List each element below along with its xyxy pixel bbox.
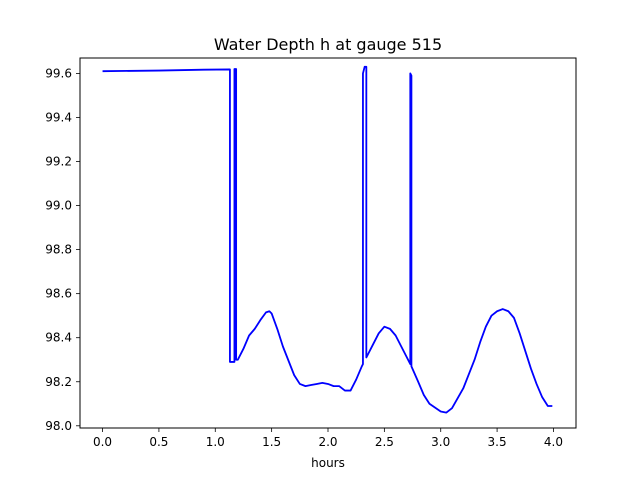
y-tick-label: 98.6 <box>45 287 72 301</box>
y-tick-label: 99.4 <box>45 110 72 124</box>
water-depth-line <box>102 65 553 414</box>
x-tick-label: 0.5 <box>149 435 168 449</box>
y-axis-ticks: 98.0 98.2 98.4 98.6 98.8 99.0 99.2 99.4 99.6 <box>45 66 80 433</box>
y-tick-label: 98.4 <box>45 331 72 345</box>
x-tick-label: 1.0 <box>206 435 225 449</box>
x-tick-label: 4.0 <box>544 435 563 449</box>
y-tick-label: 98.2 <box>45 375 72 389</box>
x-tick-label: 3.5 <box>488 435 507 449</box>
x-tick-label: 0.0 <box>93 435 112 449</box>
x-tick-label: 2.0 <box>318 435 337 449</box>
x-tick-label: 2.5 <box>375 435 394 449</box>
x-tick-label: 3.0 <box>431 435 450 449</box>
y-tick-label: 99.0 <box>45 199 72 213</box>
chart-title: Water Depth h at gauge 515 <box>214 35 442 54</box>
y-tick-label: 99.2 <box>45 155 72 169</box>
plot-frame <box>79 57 577 429</box>
x-axis-label: hours <box>311 456 345 470</box>
y-tick-label: 99.6 <box>45 66 72 80</box>
x-axis-ticks: 0.0 0.5 1.0 1.5 2.0 2.5 3.0 3.5 4.0 <box>93 428 563 449</box>
x-tick-label: 1.5 <box>262 435 281 449</box>
y-tick-label: 98.0 <box>45 419 72 433</box>
y-tick-label: 98.8 <box>45 243 72 257</box>
